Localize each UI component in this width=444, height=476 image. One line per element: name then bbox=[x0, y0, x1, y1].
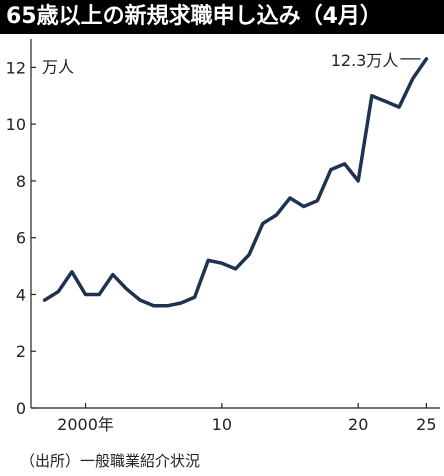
data-point bbox=[179, 301, 183, 305]
data-point bbox=[274, 213, 278, 217]
y-tick-label: 4 bbox=[16, 285, 26, 304]
y-tick-label: 8 bbox=[16, 172, 26, 191]
end-value-label: 12.3万人 bbox=[331, 51, 399, 70]
data-point bbox=[315, 199, 319, 203]
data-point bbox=[411, 77, 415, 81]
data-point bbox=[138, 298, 142, 302]
line-chart: 0 2 4 6 8 10 12 2000年 10 20 25 万人 12.3万人 bbox=[6, 39, 440, 434]
data-point bbox=[356, 179, 360, 183]
chart-title: 65歳以上の新規求職申し込み（4月） bbox=[6, 4, 382, 29]
data-point bbox=[329, 168, 333, 172]
data-point bbox=[70, 270, 74, 274]
y-tick-label: 6 bbox=[16, 229, 26, 248]
data-point bbox=[220, 261, 224, 265]
y-tick-label: 2 bbox=[16, 342, 26, 361]
x-tick-label: 20 bbox=[348, 415, 368, 434]
data-point bbox=[206, 258, 210, 262]
unit-label: 万人 bbox=[42, 57, 74, 76]
data-point bbox=[261, 222, 265, 226]
data-point bbox=[165, 304, 169, 308]
y-tick-label: 12 bbox=[6, 58, 26, 77]
data-point bbox=[302, 205, 306, 209]
data-point bbox=[43, 298, 47, 302]
series-line bbox=[42, 57, 429, 308]
data-point bbox=[84, 293, 88, 297]
data-point bbox=[234, 267, 238, 271]
data-point bbox=[56, 290, 60, 294]
data-point bbox=[247, 253, 251, 257]
title-bar: 65歳以上の新規求職申し込み（4月） bbox=[0, 0, 444, 34]
data-point bbox=[370, 94, 374, 98]
x-tick-label: 25 bbox=[416, 415, 436, 434]
data-point bbox=[124, 287, 128, 291]
data-point bbox=[111, 273, 115, 277]
data-point bbox=[397, 105, 401, 109]
source-note: （出所）一般職業紹介状況 bbox=[20, 452, 201, 470]
data-point bbox=[152, 304, 156, 308]
data-point bbox=[97, 293, 101, 297]
y-tick-label: 10 bbox=[6, 115, 26, 134]
x-tick-label: 2000年 bbox=[57, 415, 114, 434]
data-point bbox=[193, 295, 197, 299]
data-point bbox=[384, 99, 388, 103]
data-point bbox=[343, 162, 347, 166]
data-point bbox=[424, 57, 428, 61]
x-tick-label: 10 bbox=[212, 415, 232, 434]
plot-area: 0 2 4 6 8 10 12 2000年 10 20 25 万人 12.3万人 bbox=[0, 34, 444, 476]
y-tick-label: 0 bbox=[16, 399, 26, 418]
data-point bbox=[288, 196, 292, 200]
